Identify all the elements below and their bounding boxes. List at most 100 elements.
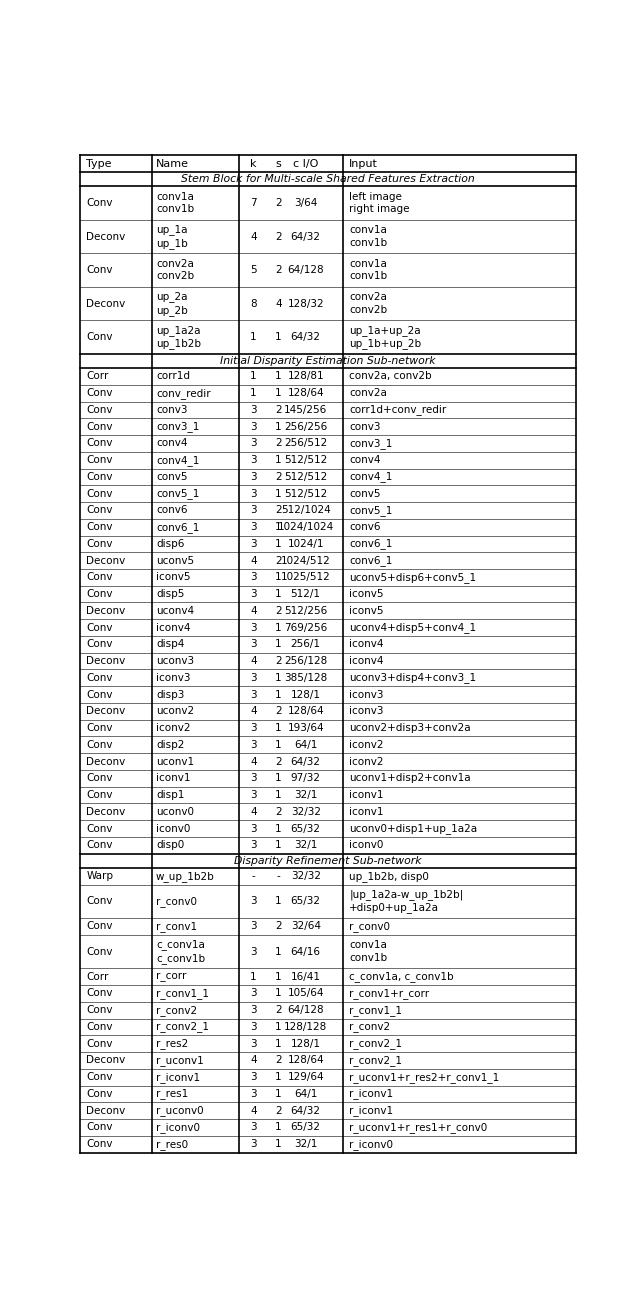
Text: conv1a
conv1b: conv1a conv1b [349, 259, 387, 281]
Text: 1: 1 [275, 589, 282, 600]
Text: conv3_1: conv3_1 [349, 438, 393, 449]
Text: 4: 4 [250, 556, 257, 566]
Text: 128/1: 128/1 [291, 689, 321, 699]
Text: Deconv: Deconv [86, 232, 125, 242]
Text: 3: 3 [250, 739, 257, 750]
Text: 256/512: 256/512 [284, 439, 327, 448]
Text: conv6: conv6 [349, 522, 381, 532]
Text: 105/64: 105/64 [287, 988, 324, 998]
Text: 128/64: 128/64 [287, 388, 324, 398]
Text: r_conv1+r_corr: r_conv1+r_corr [349, 988, 429, 998]
Text: 3: 3 [250, 988, 257, 998]
Text: uconv1: uconv1 [156, 756, 194, 767]
Text: 145/256: 145/256 [284, 405, 327, 414]
Text: Warp: Warp [86, 872, 113, 882]
Text: conv_redir: conv_redir [156, 387, 211, 399]
Text: conv3: conv3 [156, 405, 188, 414]
Text: Conv: Conv [86, 947, 113, 957]
Text: 3: 3 [250, 790, 257, 800]
Text: 3: 3 [250, 505, 257, 515]
Text: 128/1: 128/1 [291, 1039, 321, 1049]
Text: Conv: Conv [86, 689, 113, 699]
Text: r_conv2_1: r_conv2_1 [349, 1055, 403, 1066]
Text: 2: 2 [275, 232, 282, 242]
Text: iconv3: iconv3 [156, 673, 190, 682]
Text: 1: 1 [275, 1072, 282, 1083]
Text: r_iconv0: r_iconv0 [349, 1138, 394, 1150]
Text: uconv4+disp5+conv4_1: uconv4+disp5+conv4_1 [349, 622, 476, 633]
Text: 1: 1 [275, 896, 282, 906]
Text: 512/512: 512/512 [284, 488, 327, 499]
Text: uconv0+disp1+up_1a2a: uconv0+disp1+up_1a2a [349, 824, 477, 834]
Text: Deconv: Deconv [86, 1055, 125, 1066]
Text: r_res2: r_res2 [156, 1039, 188, 1049]
Text: Conv: Conv [86, 422, 113, 431]
Text: Conv: Conv [86, 589, 113, 600]
Text: 3: 3 [250, 824, 257, 834]
Text: conv6: conv6 [156, 505, 188, 515]
Text: 512/512: 512/512 [284, 455, 327, 465]
Text: corr1d: corr1d [156, 372, 190, 382]
Text: r_uconv0: r_uconv0 [156, 1105, 204, 1116]
Text: 1: 1 [275, 640, 282, 649]
Text: Deconv: Deconv [86, 807, 125, 817]
Text: 256/1: 256/1 [291, 640, 321, 649]
Text: 3: 3 [250, 1089, 257, 1099]
Text: 512/1: 512/1 [291, 589, 321, 600]
Text: k: k [250, 159, 257, 168]
Text: 97/32: 97/32 [291, 773, 321, 783]
Text: Conv: Conv [86, 896, 113, 906]
Text: Conv: Conv [86, 265, 113, 275]
Text: r_uconv1+r_res1+r_conv0: r_uconv1+r_res1+r_conv0 [349, 1121, 488, 1133]
Text: r_conv1: r_conv1 [156, 921, 197, 932]
Text: Corr: Corr [86, 372, 109, 382]
Text: Conv: Conv [86, 1089, 113, 1099]
Text: -: - [276, 872, 280, 882]
Text: 3: 3 [250, 522, 257, 532]
Text: 1024/512: 1024/512 [281, 556, 330, 566]
Text: 769/256: 769/256 [284, 623, 327, 632]
Text: uconv3+disp4+conv3_1: uconv3+disp4+conv3_1 [349, 672, 476, 684]
Text: 1: 1 [275, 623, 282, 632]
Text: 65/32: 65/32 [291, 1123, 321, 1132]
Text: iconv1: iconv1 [156, 773, 190, 783]
Text: 1: 1 [250, 388, 257, 398]
Text: conv2a, conv2b: conv2a, conv2b [349, 372, 432, 382]
Text: w_up_1b2b: w_up_1b2b [156, 870, 214, 882]
Text: up_1a+up_2a
up_1b+up_2b: up_1a+up_2a up_1b+up_2b [349, 325, 422, 350]
Text: 3: 3 [250, 589, 257, 600]
Text: conv1a
conv1b: conv1a conv1b [349, 940, 387, 962]
Text: 1: 1 [275, 673, 282, 682]
Text: uconv2: uconv2 [156, 706, 194, 716]
Text: disp0: disp0 [156, 840, 184, 851]
Text: 64/32: 64/32 [291, 232, 321, 242]
Text: iconv3: iconv3 [349, 689, 384, 699]
Text: 128/32: 128/32 [287, 299, 324, 308]
Text: 1: 1 [275, 1123, 282, 1132]
Text: 3: 3 [250, 689, 257, 699]
Text: 4: 4 [250, 706, 257, 716]
Text: uconv1+disp2+conv1a: uconv1+disp2+conv1a [349, 773, 471, 783]
Text: r_res1: r_res1 [156, 1089, 188, 1099]
Text: conv5: conv5 [349, 488, 381, 499]
Text: 3: 3 [250, 840, 257, 851]
Text: 2: 2 [275, 198, 282, 208]
Text: disp6: disp6 [156, 539, 184, 549]
Text: 64/128: 64/128 [287, 265, 324, 275]
Text: Conv: Conv [86, 840, 113, 851]
Text: 4: 4 [250, 1106, 257, 1116]
Text: 5: 5 [250, 265, 257, 275]
Text: left image
right image: left image right image [349, 192, 410, 215]
Text: s: s [276, 159, 281, 168]
Text: 3: 3 [250, 896, 257, 906]
Text: 2: 2 [275, 405, 282, 414]
Text: Conv: Conv [86, 388, 113, 398]
Text: 512/256: 512/256 [284, 606, 327, 616]
Text: 32/1: 32/1 [294, 840, 317, 851]
Text: up_1b2b, disp0: up_1b2b, disp0 [349, 870, 429, 882]
Text: Conv: Conv [86, 640, 113, 649]
Text: conv2a: conv2a [349, 388, 387, 398]
Text: up_1a
up_1b: up_1a up_1b [156, 224, 188, 249]
Text: Deconv: Deconv [86, 756, 125, 767]
Text: 3: 3 [250, 1123, 257, 1132]
